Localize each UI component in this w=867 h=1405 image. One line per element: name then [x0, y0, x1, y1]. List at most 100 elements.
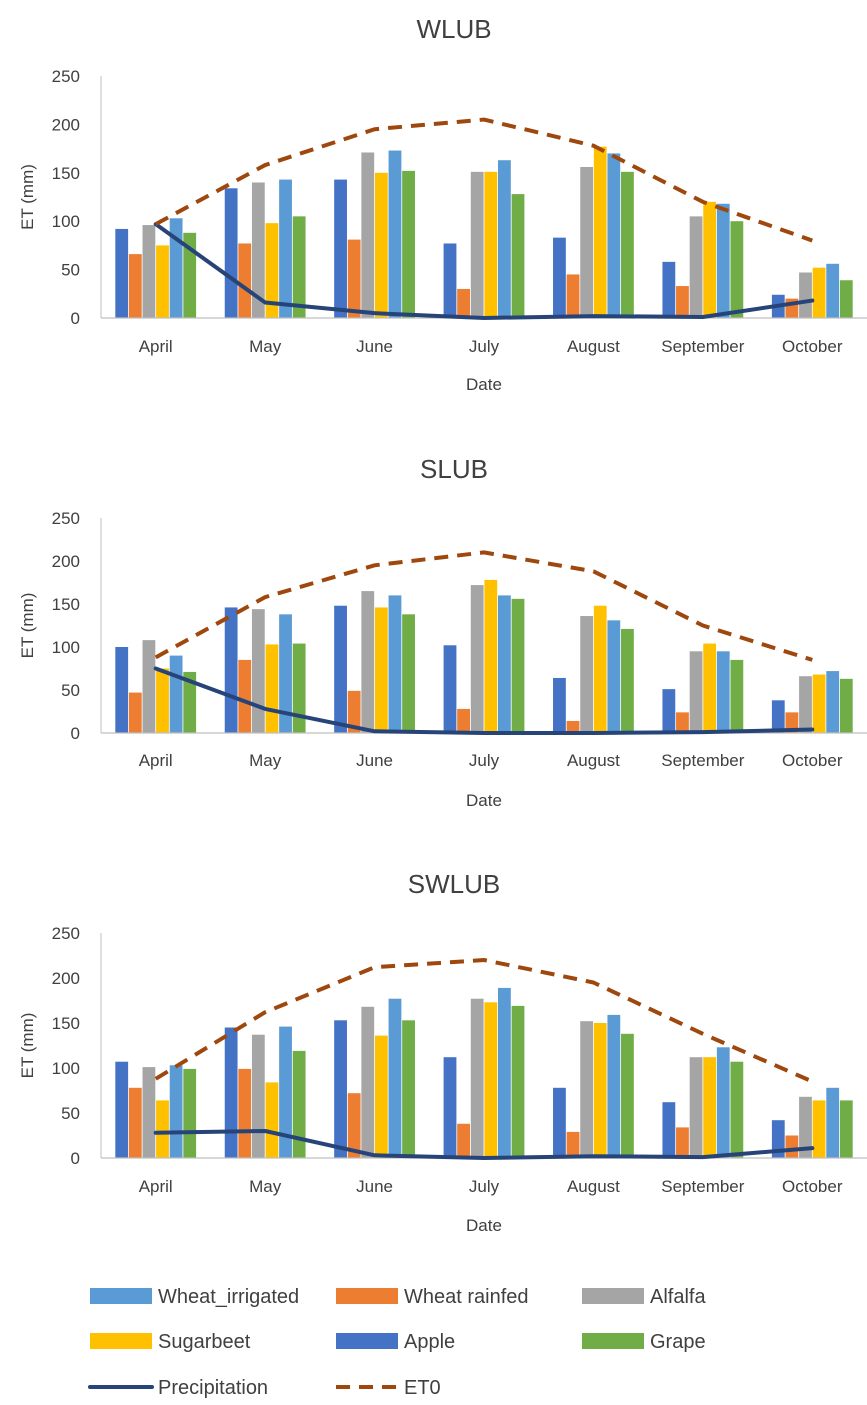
bar-wheat-irrigated-september — [716, 1047, 730, 1158]
bar-grape-april — [183, 1068, 197, 1158]
bar-wheat-irrigated-august — [607, 1014, 621, 1158]
bar-wheat-rainfed-may — [238, 243, 252, 318]
legend: Wheat_irrigated Wheat rainfed Alfalfa Sugar… — [88, 1286, 706, 1399]
x-tick-label: May — [249, 1177, 282, 1196]
bar-wheat-irrigated-july — [498, 595, 511, 733]
bar-alfalfa-july — [470, 171, 484, 318]
y-tick-label: 50 — [61, 1104, 80, 1123]
bar-apple-may — [224, 1027, 238, 1158]
x-tick-label: August — [567, 751, 620, 770]
bar-wheat-rainfed-august — [566, 274, 580, 318]
x-tick-label: October — [782, 751, 843, 770]
line-precipitation — [153, 222, 815, 320]
legend-swatch — [336, 1333, 398, 1349]
bar-apple-july — [443, 243, 457, 318]
legend-item-wheat-irrigated: Wheat_irrigated — [90, 1286, 299, 1308]
chart-title: SWLUB — [408, 869, 500, 899]
y-tick-label: 100 — [52, 1059, 80, 1078]
bar-wheat-rainfed-september — [676, 1127, 689, 1158]
bar-wheat-rainfed-april — [128, 692, 142, 733]
bar-apple-september — [662, 689, 676, 733]
bar-wheat-irrigated-august — [607, 620, 621, 733]
chart-slub: SLUB 0 50 100 150 200 250 ET (mm) April May June Ju… — [18, 454, 867, 810]
legend-item-et0: ET0 — [336, 1377, 441, 1399]
bar-sugarbeet-june — [374, 607, 388, 733]
bar-sugarbeet-may — [265, 1082, 279, 1158]
legend-item-sugarbeet: Sugarbeet — [90, 1331, 251, 1353]
bar-apple-june — [334, 605, 347, 733]
bar-grape-october — [839, 1100, 853, 1158]
bar-grape-september — [730, 659, 744, 733]
bar-alfalfa-april — [142, 640, 156, 733]
line-precipitation — [153, 666, 815, 735]
bar-wheat-rainfed-august — [566, 1131, 580, 1158]
x-tick-label: August — [567, 337, 620, 356]
bar-wheat-rainfed-may — [238, 1068, 252, 1158]
bar-wheat-rainfed-april — [128, 1087, 142, 1158]
bar-apple-october — [771, 700, 785, 733]
y-tick-label: 50 — [61, 261, 80, 280]
y-tick-label: 100 — [52, 638, 80, 657]
bar-wheat-irrigated-april — [169, 1065, 183, 1158]
bar-grape-september — [730, 1061, 744, 1158]
bar-sugarbeet-august — [593, 605, 607, 733]
bar-sugarbeet-april — [156, 668, 169, 733]
bar-grape-may — [292, 1050, 306, 1158]
bar-sugarbeet-october — [812, 267, 826, 318]
bar-grape-september — [730, 221, 744, 318]
bar-sugarbeet-june — [374, 1035, 388, 1158]
bar-apple-september — [662, 261, 676, 318]
bar-wheat-rainfed-june — [347, 690, 361, 733]
line-et0 — [154, 117, 813, 243]
legend-label: Alfalfa — [650, 1286, 706, 1308]
y-tick-label: 150 — [52, 1014, 80, 1033]
bar-alfalfa-august — [580, 616, 594, 733]
x-tick-label: August — [567, 1177, 620, 1196]
legend-item-apple: Apple — [336, 1331, 455, 1353]
y-tick-label: 150 — [52, 164, 80, 183]
legend-swatch — [582, 1288, 644, 1304]
bar-grape-october — [839, 678, 853, 733]
y-tick-label: 0 — [71, 1149, 80, 1168]
bar-alfalfa-august — [580, 166, 594, 318]
bar-wheat-rainfed-october — [785, 712, 799, 733]
bar-apple-june — [334, 179, 347, 318]
legend-label: Grape — [650, 1331, 706, 1353]
chart-title: WLUB — [416, 14, 491, 44]
bar-wheat-rainfed-october — [785, 1135, 799, 1158]
bar-sugarbeet-july — [484, 579, 498, 733]
bar-wheat-irrigated-may — [279, 614, 292, 733]
bar-sugarbeet-august — [593, 146, 607, 318]
bar-wheat-irrigated-september — [716, 203, 730, 318]
bar-apple-may — [224, 188, 238, 318]
chart-wlub: WLUB 0 50 100 150 200 250 ET (mm) April May June Ju… — [18, 14, 867, 394]
bar-sugarbeet-july — [484, 171, 498, 318]
bar-apple-august — [553, 237, 566, 318]
bar-apple-july — [443, 1057, 457, 1158]
x-tick-label: May — [249, 337, 282, 356]
y-tick-label: 200 — [52, 115, 80, 134]
y-tick-label: 250 — [52, 924, 80, 943]
legend-swatch — [90, 1288, 152, 1304]
x-tick-label: July — [469, 751, 500, 770]
y-tick-label: 50 — [61, 681, 80, 700]
y-tick-label: 200 — [52, 969, 80, 988]
bar-apple-september — [662, 1102, 676, 1158]
bar-alfalfa-june — [361, 1006, 375, 1158]
bar-alfalfa-july — [470, 998, 484, 1158]
bar-alfalfa-april — [142, 225, 156, 318]
bar-wheat-irrigated-june — [388, 150, 402, 318]
bar-wheat-rainfed-april — [128, 254, 142, 318]
bar-wheat-irrigated-august — [607, 153, 621, 318]
bar-alfalfa-july — [470, 585, 484, 733]
y-tick-label: 0 — [71, 724, 80, 743]
bar-wheat-irrigated-september — [716, 651, 730, 733]
bar-sugarbeet-june — [374, 172, 388, 318]
bar-apple-august — [553, 677, 566, 733]
bar-apple-may — [224, 607, 238, 733]
legend-item-wheat-rainfed: Wheat rainfed — [336, 1286, 529, 1308]
bar-sugarbeet-september — [703, 643, 717, 733]
bar-wheat-irrigated-april — [169, 655, 183, 733]
x-axis-label: Date — [466, 1216, 502, 1235]
